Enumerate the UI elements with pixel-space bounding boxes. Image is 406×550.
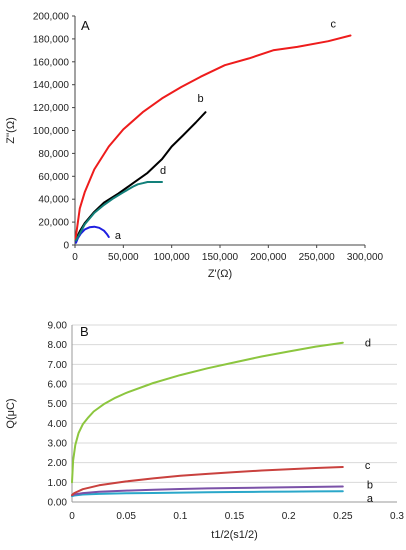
panel-a-y-axis-ticks: 0 20,000 40,000 60,000 80,000 100,000 120,000 1… — [33, 12, 75, 252]
panel-a-impedance-plot: A 0 20,000 40,000 60,000 80,000 100,000 120,00… — [5, 12, 384, 281]
panel-b-y-tick-label: 1.00 — [48, 478, 68, 489]
panel-b-y-tick-label: 9.00 — [48, 321, 68, 332]
panel-b-x-tick-label: 0 — [69, 511, 75, 522]
panel-b-y-tick-label: 7.00 — [48, 360, 68, 371]
panel-a-y-tick-label: 0 — [63, 241, 69, 252]
panel-a-series-c-label: c — [331, 18, 337, 30]
panel-b-series-b-label: b — [367, 479, 373, 491]
panel-a-x-tick-label: 0 — [72, 252, 78, 263]
panel-b-gridlines — [72, 324, 397, 483]
panel-b-series-c-label: c — [365, 460, 371, 472]
panel-a-y-axis-label: Z''(Ω) — [5, 117, 17, 143]
panel-b-x-tick-label: 0.15 — [225, 511, 245, 522]
panel-b-x-axis-label: t1/2(s1/2) — [211, 529, 257, 541]
panel-a-x-tick-label: 150,000 — [202, 252, 239, 263]
panel-b-label: B — [80, 324, 89, 339]
panel-a-series-b-line — [75, 111, 207, 241]
panel-b-series-a-label: a — [367, 493, 374, 505]
panel-b-y-tick-label: 5.00 — [48, 399, 68, 410]
panel-a-y-tick-label: 120,000 — [33, 103, 70, 114]
panel-b-x-tick-label: 0.1 — [173, 511, 187, 522]
panel-a-series-c-line — [74, 34, 352, 241]
panel-a-x-tick-label: 100,000 — [154, 252, 191, 263]
panel-a-x-tick-label: 250,000 — [299, 252, 336, 263]
panel-b-y-axis-label: Q(μC) — [5, 398, 17, 428]
panel-a-y-tick-label: 160,000 — [33, 57, 70, 68]
panel-a-y-tick-label: 20,000 — [38, 218, 69, 229]
panel-b-x-tick-label: 0.2 — [282, 511, 296, 522]
panel-a-y-tick-label: 100,000 — [33, 126, 70, 137]
panel-b-y-tick-label: 6.00 — [48, 380, 68, 391]
panel-a-x-axis-label: Z'(Ω) — [208, 268, 232, 280]
panel-a-y-tick-label: 140,000 — [33, 80, 70, 91]
panel-b-series-a-line — [71, 490, 344, 498]
panel-b-y-tick-label: 0.00 — [48, 498, 68, 509]
panel-a-series-a-label: a — [115, 230, 122, 242]
panel-a-label: A — [81, 18, 90, 33]
panel-b-series-b-line — [71, 485, 344, 497]
panel-b-y-axis-ticks: 0.00 1.00 2.00 3.00 4.00 5.00 6.00 7.00 8.00 9.00 — [48, 321, 68, 509]
panel-b-y-tick-label: 4.00 — [48, 419, 68, 430]
panel-a-series-b-label: b — [198, 93, 204, 105]
panel-b-y-tick-label: 8.00 — [48, 340, 68, 351]
panel-a-y-tick-label: 180,000 — [33, 34, 70, 45]
panel-a-y-tick-label: 200,000 — [33, 12, 70, 23]
panel-a-x-axis-ticks: 0 50,000 100,000 150,000 200,000 250,000 300,0… — [72, 245, 384, 263]
panel-b-x-axis-ticks: 0 0.05 0.1 0.15 0.2 0.25 0.3 — [69, 511, 404, 522]
panel-b-x-tick-label: 0.05 — [116, 511, 136, 522]
panel-a-y-tick-label: 80,000 — [38, 149, 69, 160]
panel-b-y-tick-label: 2.00 — [48, 458, 68, 469]
panel-b-series-d-label: d — [365, 338, 371, 350]
panel-a-series-d-label: d — [160, 165, 166, 177]
panel-a-x-tick-label: 300,000 — [347, 252, 384, 263]
panel-a-series-group: a b c d — [74, 18, 352, 244]
panel-b-x-tick-label: 0.3 — [390, 511, 404, 522]
panel-a-x-tick-label: 50,000 — [108, 252, 139, 263]
panel-b-charge-plot: B 0.00 1.00 2.00 3.00 4.00 5.00 6.00 7.00 8.00 9.… — [5, 321, 404, 542]
panel-b-x-tick-label: 0.25 — [333, 511, 353, 522]
panel-a-x-tick-label: 200,000 — [250, 252, 287, 263]
panel-a-y-tick-label: 60,000 — [38, 172, 69, 183]
panel-a-y-tick-label: 40,000 — [38, 195, 69, 206]
panel-b-series-c-line — [71, 466, 344, 497]
panel-b-series-group: abc d — [71, 338, 374, 505]
panel-a-series-d-line — [75, 181, 163, 242]
panel-b-series-d-line — [71, 341, 344, 484]
panel-b-y-tick-label: 3.00 — [48, 439, 68, 450]
